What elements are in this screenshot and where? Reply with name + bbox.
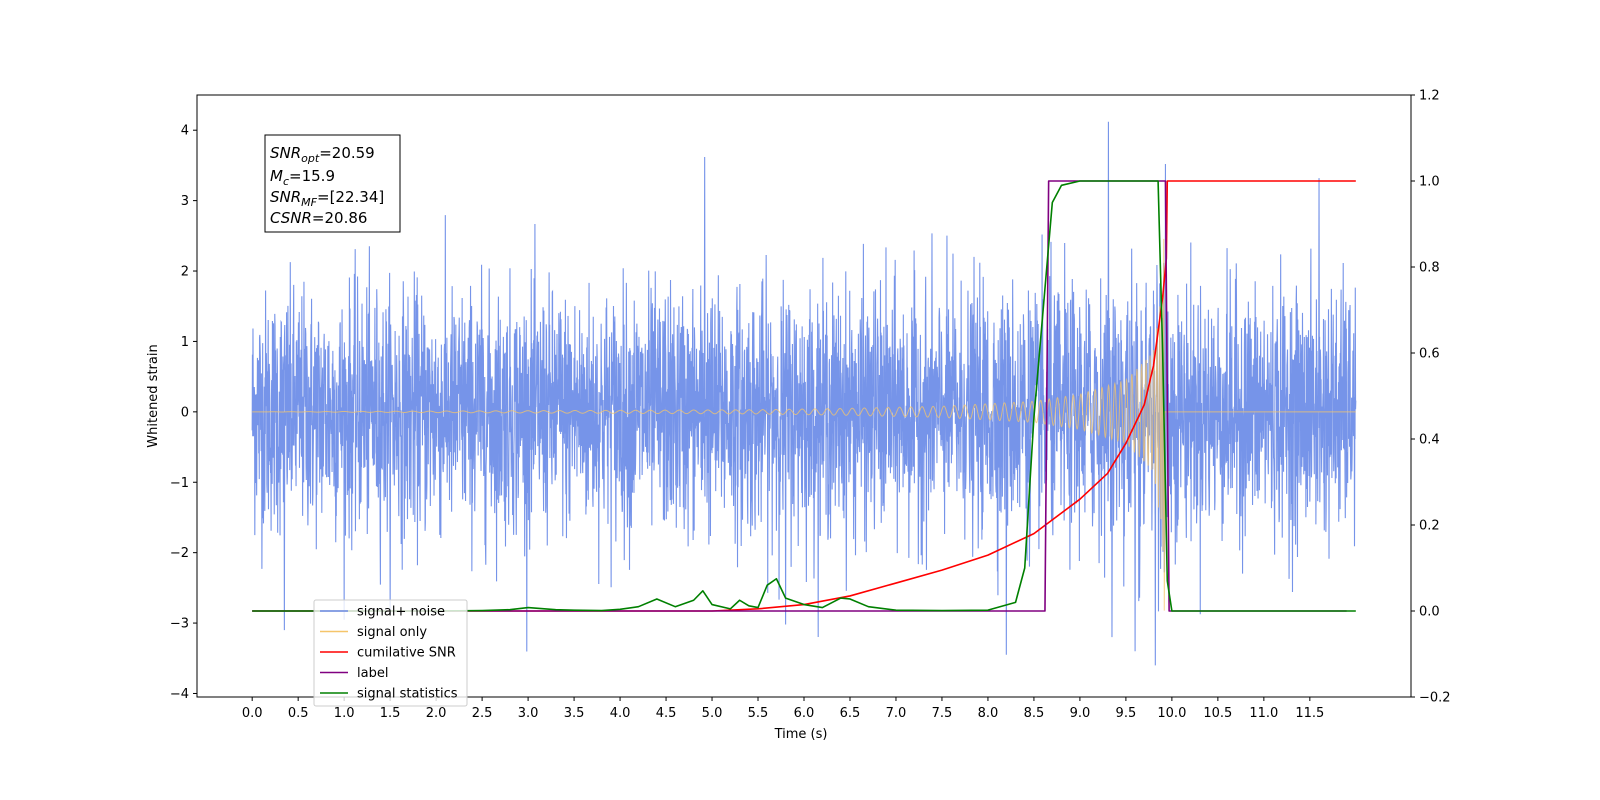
y-tick-label: 1: [181, 335, 189, 350]
x-tick-label: 11.0: [1249, 706, 1278, 721]
x-tick-label: 9.5: [1116, 706, 1137, 721]
y-tick-label: −4: [170, 687, 189, 702]
annotation-snr-mf: SNRMF=[22.34]: [270, 188, 384, 209]
legend: signal+ noise signal only cumilative SNR la…: [313, 599, 468, 707]
x-tick-label: 3.5: [564, 706, 585, 721]
x-tick-label: 1.5: [380, 706, 401, 721]
x-tick-label: 4.0: [610, 706, 631, 721]
x-axis: 0.0 0.5 1.0 1.5 2.0 2.5 3.0 3.5 4.0 4.5 5.0 5.5 6.0 6…: [242, 697, 1324, 721]
annotation-mc: Mc=15.9: [270, 167, 335, 188]
y-tick-label: −2: [170, 546, 189, 561]
y-axis-left: 4 3 2 1 0 −1 −2 −3 −4: [170, 124, 197, 702]
annotation-box: SNRopt=20.59 Mc=15.9 SNRMF=[22.34] CSNR=…: [264, 134, 401, 233]
y-tick-label: 2: [181, 265, 189, 280]
legend-entry: label: [357, 666, 388, 681]
y-axis-right: 1.2 1.0 0.8 0.6 0.4 0.2 0.0 −0.2: [1411, 89, 1451, 706]
y-tick-label: 4: [181, 124, 189, 139]
y2-tick-label: −0.2: [1419, 691, 1451, 706]
x-tick-label: 8.5: [1024, 706, 1045, 721]
y2-tick-label: 0.8: [1419, 261, 1440, 276]
legend-entry: signal statistics: [357, 687, 458, 702]
x-tick-label: 7.0: [886, 706, 907, 721]
legend-entry: cumilative SNR: [357, 646, 456, 661]
x-tick-label: 6.0: [794, 706, 815, 721]
series-signal-statistics: [252, 180, 1356, 612]
annotation-snr-opt: SNRopt=20.59: [270, 144, 375, 165]
y2-tick-label: 0.2: [1419, 519, 1440, 534]
x-tick-label: 2.5: [472, 706, 493, 721]
x-tick-label: 5.5: [748, 706, 769, 721]
y-tick-label: −1: [170, 476, 189, 491]
x-tick-label: 7.5: [932, 706, 953, 721]
y-axis-label: Whitened strain: [146, 344, 161, 447]
x-tick-label: 0.0: [242, 706, 263, 721]
series-signal-only: [252, 238, 1356, 611]
y2-tick-label: 0.6: [1419, 347, 1440, 362]
y2-tick-label: 1.2: [1419, 89, 1440, 104]
y-tick-label: −3: [170, 617, 189, 632]
x-tick-label: 3.0: [518, 706, 539, 721]
annotation-csnr: CSNR=20.86: [270, 209, 367, 227]
x-tick-label: 9.0: [1070, 706, 1091, 721]
x-tick-label: 10.0: [1157, 706, 1186, 721]
x-tick-label: 5.0: [702, 706, 723, 721]
y2-tick-label: 0.0: [1419, 605, 1440, 620]
legend-entry: signal+ noise: [357, 605, 445, 620]
x-tick-label: 10.5: [1203, 706, 1232, 721]
x-tick-label: 11.5: [1295, 706, 1324, 721]
series-layer: [251, 121, 1357, 666]
x-tick-label: 4.5: [656, 706, 677, 721]
x-tick-label: 8.0: [978, 706, 999, 721]
x-tick-label: 0.5: [288, 706, 309, 721]
y-tick-label: 0: [181, 405, 189, 420]
series-signal-noise: [251, 121, 1357, 666]
legend-entry: signal only: [357, 625, 427, 640]
y-tick-label: 3: [181, 194, 189, 209]
y2-tick-label: 0.4: [1419, 433, 1440, 448]
x-tick-label: 1.0: [334, 706, 355, 721]
x-axis-label: Time (s): [774, 727, 828, 742]
x-tick-label: 2.0: [426, 706, 447, 721]
series-cumulative-snr: [252, 180, 1356, 612]
y2-tick-label: 1.0: [1419, 175, 1440, 190]
x-tick-label: 6.5: [840, 706, 861, 721]
